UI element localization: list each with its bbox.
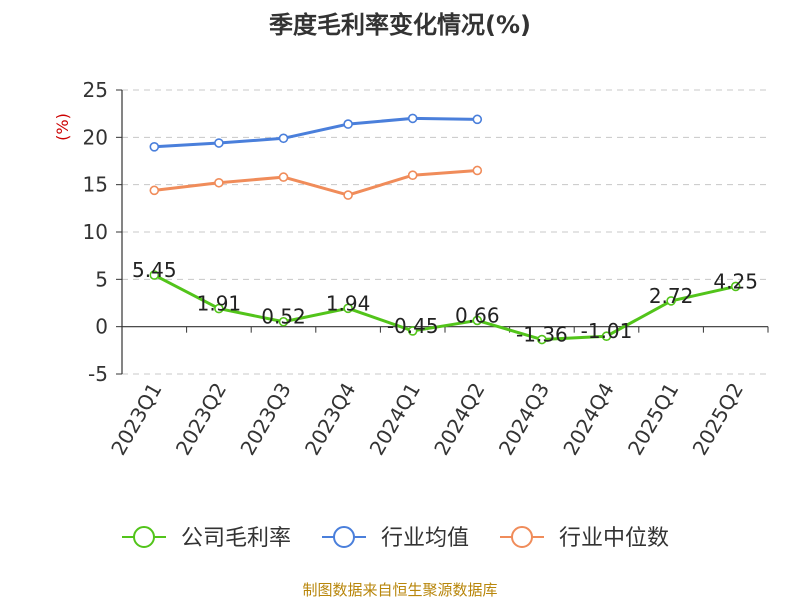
gridlines xyxy=(122,89,768,375)
series-point xyxy=(407,113,418,124)
legend-swatch-marker xyxy=(511,526,533,548)
series-point xyxy=(601,331,612,342)
series-point xyxy=(407,326,418,336)
x-tick-label: 2025Q1 xyxy=(623,379,683,460)
series-line xyxy=(153,273,737,342)
series-point xyxy=(343,303,353,314)
source-note: 制图数据来自恒生聚源数据库 xyxy=(302,581,497,599)
series-point xyxy=(149,142,160,152)
data-label: -1.36 xyxy=(516,323,568,347)
data-label: 0.66 xyxy=(455,303,500,327)
data-label: 1.94 xyxy=(326,291,371,315)
series-point xyxy=(278,133,289,144)
x-tick-label: 2025Q2 xyxy=(688,379,748,460)
x-tick-label: 2024Q3 xyxy=(494,379,554,460)
series-point xyxy=(214,177,224,188)
series-line xyxy=(154,116,478,149)
y-tick-label: 25 xyxy=(83,78,108,102)
legend-swatch-marker xyxy=(333,526,355,548)
data-label: 4.25 xyxy=(713,269,758,293)
series-point xyxy=(149,270,160,280)
legend-label: 行业均值 xyxy=(381,526,469,551)
x-tick-label: 2023Q2 xyxy=(171,379,231,460)
series-point xyxy=(278,316,289,327)
data-label: 2.72 xyxy=(649,284,694,308)
series-point xyxy=(666,296,676,306)
series-point xyxy=(537,334,547,345)
series-line xyxy=(154,168,478,197)
series-point xyxy=(149,185,160,196)
series-point xyxy=(472,315,483,326)
data-label: -0.45 xyxy=(387,314,439,338)
x-tick-label: 2024Q1 xyxy=(365,379,425,460)
legend-label: 公司毛利率 xyxy=(181,526,291,551)
data-label: 1.91 xyxy=(197,292,242,316)
series-point xyxy=(407,170,418,180)
legend-label: 行业中位数 xyxy=(559,526,669,551)
data-labels: 5.45 1.91 0.52 1.94 -0.45 0.66 -1.36 -1.01 2.72 4… xyxy=(132,258,758,346)
legend: 公司毛利率 行业均值 行业中位数 xyxy=(122,526,669,551)
series-point xyxy=(278,172,289,182)
data-label: 5.45 xyxy=(132,258,177,282)
series-point xyxy=(343,190,353,200)
y-tick-label: 20 xyxy=(83,125,108,149)
y-tick-label: 0 xyxy=(95,315,108,339)
x-tick-label: 2023Q1 xyxy=(106,379,166,460)
x-tick-label: 2023Q3 xyxy=(235,379,295,460)
series-point xyxy=(214,303,224,314)
series-point xyxy=(472,114,483,125)
chart-title: 季度毛利率变化情况(%) xyxy=(269,11,531,39)
x-tick-label: 2023Q4 xyxy=(300,379,360,460)
series-point xyxy=(472,165,483,176)
y-tick-label: -5 xyxy=(88,362,108,386)
data-label: 0.52 xyxy=(261,305,306,329)
data-label: -1.01 xyxy=(581,319,633,343)
y-tick-label: 15 xyxy=(83,173,108,197)
x-tick-label: 2024Q4 xyxy=(558,379,618,460)
x-tick-label: 2024Q2 xyxy=(429,379,489,460)
series-lines xyxy=(149,113,741,345)
series-point xyxy=(730,281,741,292)
y-tick-label: 10 xyxy=(83,220,108,244)
y-axis-unit: (%) xyxy=(53,113,72,141)
legend-swatch-marker xyxy=(133,526,155,548)
series-point xyxy=(214,138,224,148)
series-point xyxy=(343,119,353,129)
y-tick-label: 5 xyxy=(95,267,108,291)
